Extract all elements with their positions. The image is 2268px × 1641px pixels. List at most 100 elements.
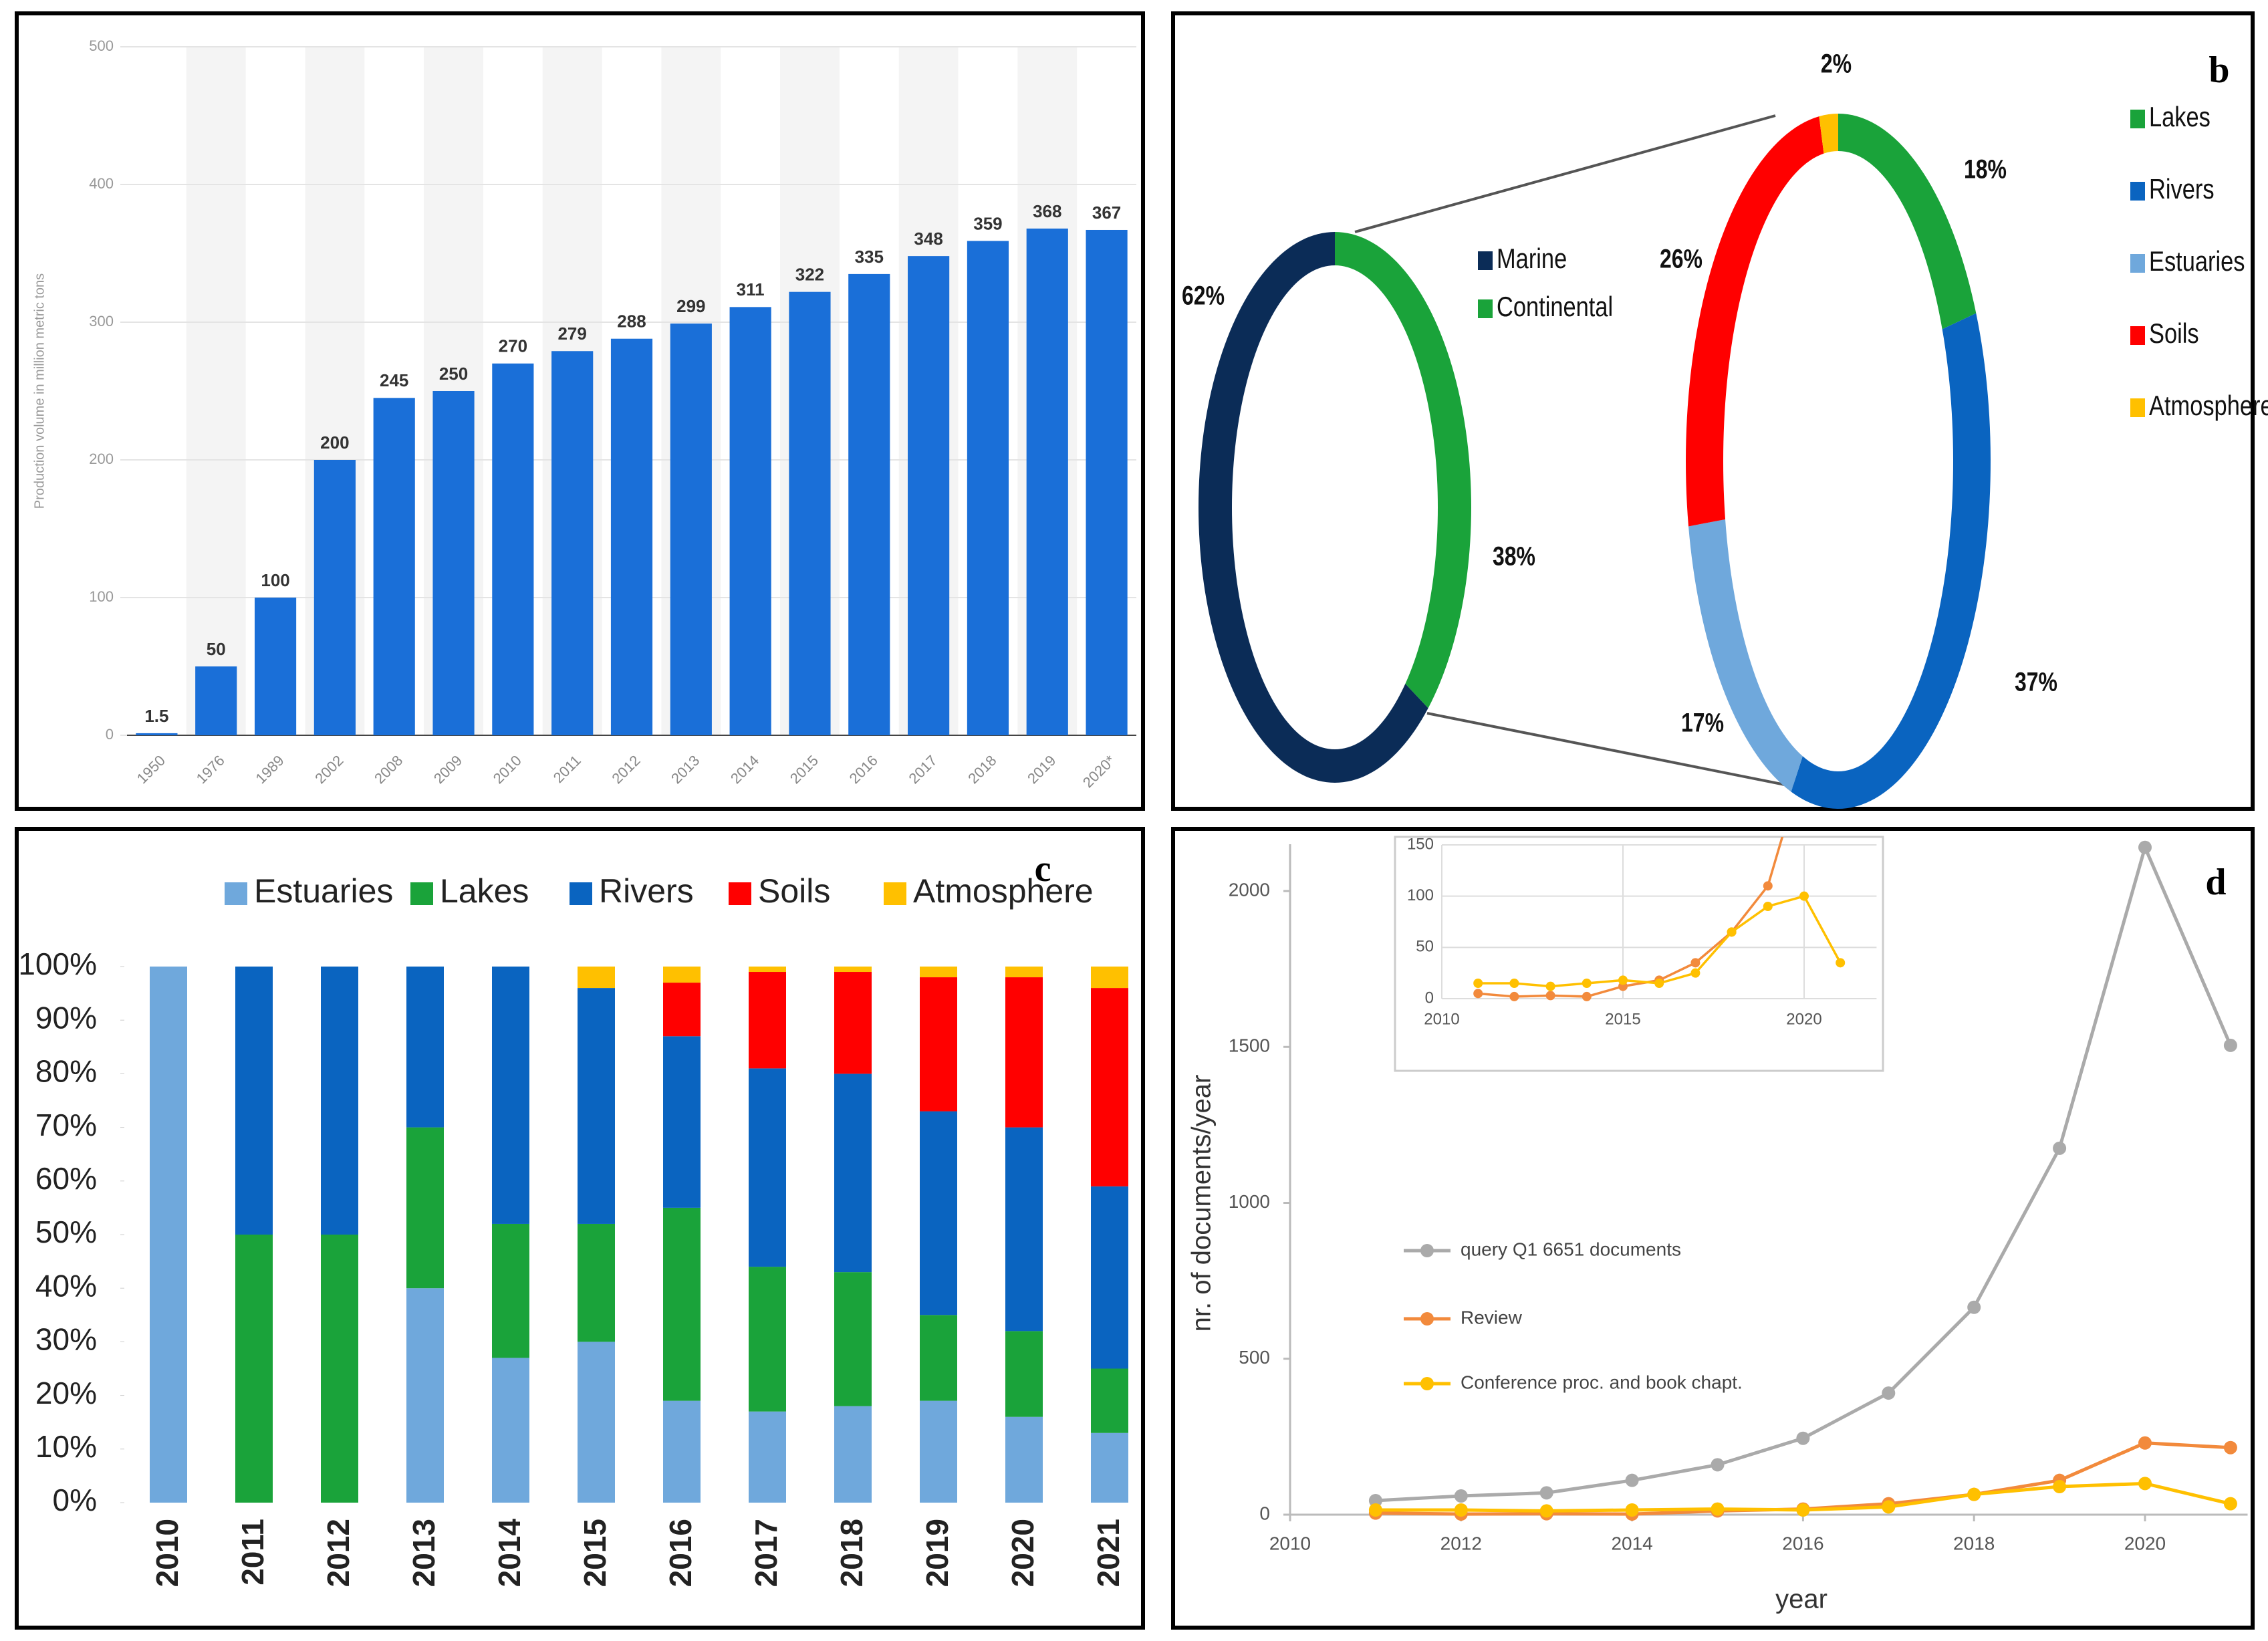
slice-label: 17% [1681,707,1724,737]
legend-label: query Q1 6651 documents [1461,1239,1681,1259]
bar-segment [492,967,529,1224]
legend-label: Soils [2149,318,2199,350]
x-tick-label: 2016 [1782,1533,1823,1553]
bar-segment [663,967,701,983]
x-tick-label: 2014 [492,1519,527,1588]
series-line-point [1711,1502,1725,1516]
inset-line-point [1509,991,1519,1001]
series-line-point [1796,1503,1810,1517]
bar-segment [920,977,957,1112]
legend-label: Soils [758,872,830,910]
inset-line-point [1473,979,1483,988]
bar [967,241,1009,736]
bar-segment [578,967,615,989]
bar [254,598,297,735]
bar-segment [492,1358,529,1503]
bar-segment [834,1272,872,1406]
y-tick-label: 20% [35,1376,97,1410]
bar [908,256,950,735]
donut-slice [1838,114,1977,330]
inset-frame [1394,836,1884,1072]
inset-y-tick-label: 150 [1407,835,1434,853]
inset-line-point [1654,979,1664,988]
legend-label: Review [1461,1307,1523,1328]
x-axis-label: year [1775,1585,1828,1614]
x-tick-label: 2012 [321,1519,356,1587]
series-line-point [2223,1440,2237,1455]
legend-swatch [2130,254,2145,273]
bar-segment [834,1074,872,1273]
bar [729,307,771,736]
value-label: 200 [320,432,349,453]
connector-line [1354,114,1776,233]
inset-plot [1473,837,1846,1001]
y-tick-label: 90% [35,1000,97,1035]
bar-segment [492,1223,529,1358]
bar-segment [749,967,786,973]
series-line-point [2138,1477,2152,1491]
inset-line-point [1690,958,1700,968]
y-tick-label: 0 [106,726,114,743]
inset-x-tick-label: 2010 [1424,1010,1459,1028]
value-label: 368 [1033,201,1061,221]
x-tick-label: 2021 [1091,1519,1126,1587]
value-label: 322 [795,265,824,285]
y-tick-label: 500 [1239,1347,1270,1368]
value-label: 299 [676,296,705,316]
bar-segment [1091,988,1128,1186]
bar-segment [749,1068,786,1267]
series-line-point [1454,1503,1468,1517]
legend-swatch [410,882,433,905]
inset-line-point [1799,891,1809,901]
legend-label: Atmosphere [2149,390,2268,422]
y-tick-label: 80% [35,1054,97,1089]
bar [1086,229,1128,736]
inset-line-point [1509,979,1519,988]
bar [432,391,475,735]
legend-label: Atmosphere [913,872,1094,910]
bar-segment [920,1111,957,1315]
bar-segment [578,1223,615,1342]
legend-label: Continental [1497,291,1613,323]
panel-label: b [2209,49,2229,91]
x-tick-label: 2017 [749,1519,783,1587]
bar-segment [834,967,872,973]
legend-label: Lakes [2149,102,2211,133]
x-tick-label: 2020 [2124,1533,2166,1553]
y-tick-label: 70% [35,1108,97,1142]
bar-segment [1005,1416,1043,1503]
inset-line-point [1727,927,1737,937]
value-label: 367 [1092,203,1121,223]
bar-segment [1005,1331,1043,1417]
series-line-point [2053,1480,2067,1494]
value-label: 50 [207,639,226,659]
y-tick-label: 500 [89,37,114,54]
y-tick-label: 40% [35,1268,97,1303]
legend-marker [1420,1244,1434,1257]
connector-line [1426,712,1812,791]
bar [789,291,831,735]
inset-line-point [1618,975,1628,985]
series-line-point [1368,1503,1382,1517]
bar-segment [749,1411,786,1503]
series-line-point [1625,1503,1639,1517]
series-line-point [1454,1489,1468,1503]
legend-label: Rivers [599,872,694,910]
inset-y-tick-label: 100 [1407,886,1434,904]
bar-segment [749,1267,786,1412]
y-tick-label: 30% [35,1322,97,1357]
series-line-point [1625,1473,1639,1487]
x-tick-label: 2014 [1611,1533,1652,1553]
slice-label: 37% [2015,666,2057,697]
series-line-point [2223,1038,2237,1052]
bar-segment [406,967,444,1128]
donut-slice [1791,313,1991,809]
series-line-point [1711,1458,1725,1472]
value-label: 335 [855,247,884,267]
inset-line-point [1690,968,1700,978]
legend-label: Estuaries [2149,246,2245,277]
inset-y-tick-label: 0 [1425,989,1434,1007]
series-line-point [1967,1487,1981,1501]
bar-segment [920,1315,957,1401]
value-label: 250 [439,364,468,384]
